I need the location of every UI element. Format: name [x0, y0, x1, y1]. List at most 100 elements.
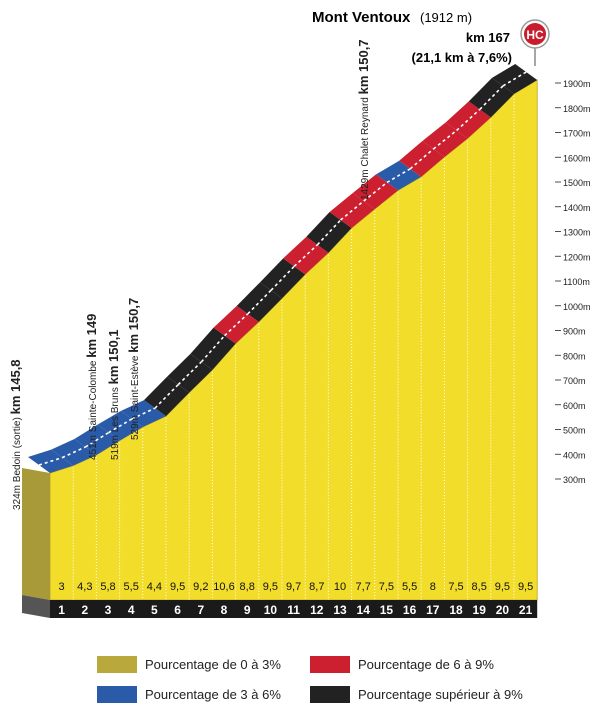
legend-swatch-over-9 — [310, 686, 350, 703]
km-label: 9 — [244, 603, 251, 617]
landmark-place: 324m Bedoin (sortie) km 145,8 — [8, 359, 23, 510]
landmark: 519m Les Bruns km 150,1 — [106, 329, 121, 460]
gradient-stripe — [236, 282, 282, 322]
chart-title: Mont Ventoux — [312, 9, 411, 26]
percentage-label: 9,5 — [170, 581, 185, 593]
landmark: 324m Bedoin (sortie) km 145,8 — [8, 359, 23, 510]
altitude-tick-label: 1700m — [563, 129, 591, 139]
landmark-km: km 149 — [84, 314, 99, 358]
km-band — [50, 600, 538, 618]
percentage-label: 8,7 — [309, 581, 324, 593]
legend-swatch-6-9 — [310, 656, 350, 673]
km-label: 18 — [449, 603, 463, 617]
percentage-label: 5,5 — [124, 581, 139, 593]
altitude-tick-label: 1200m — [563, 252, 591, 262]
km-label: 13 — [333, 603, 347, 617]
gradient-stripe — [144, 376, 190, 417]
percentage-label: 5,5 — [402, 581, 417, 593]
percentage-label: 7,5 — [379, 581, 394, 593]
percentage-label: 5,8 — [100, 581, 115, 593]
stripe-dash — [293, 244, 318, 267]
hc-badge-label: HC — [526, 28, 544, 42]
stripe-dash — [456, 108, 481, 132]
altitude-tick-label: 700m — [563, 376, 586, 386]
percentage-label: 8 — [430, 581, 436, 593]
summit-header: Mont Ventoux (1912 m) km 167 (21,1 km à … — [312, 9, 512, 65]
landmark-km: km 150,7 — [126, 298, 141, 353]
stripe-dash — [432, 129, 458, 150]
landmark-km: km 145,8 — [8, 359, 23, 414]
climb-summary: (21,1 km à 7,6%) — [412, 50, 512, 65]
percentage-labels: 3 4,3 5,8 5,5 4,4 9,5 9,2 10,6 8,8 9,5 9,7 8,7 10 7,7… — [59, 581, 534, 593]
altitude-tick-label: 1400m — [563, 203, 591, 213]
legend-label-6-9: Pourcentage de 6 à 9% — [358, 657, 494, 672]
altitude-tick-label: 1100m — [563, 277, 590, 287]
gradient-stripe — [283, 236, 329, 275]
stripe-dash — [502, 71, 527, 87]
climb-profile-chart: 3 4,3 5,8 5,5 4,4 9,5 9,2 10,6 8,8 9,5 9,7 8,7 10 7,7… — [8, 9, 591, 618]
hc-badge: HC — [520, 19, 550, 66]
legend-item-over-9: Pourcentage supérieur à 9% — [310, 686, 523, 703]
km-label: 3 — [105, 603, 112, 617]
stripe-dash — [108, 418, 133, 434]
altitude-tick-label: 800m — [563, 351, 586, 361]
altitude-tick-label: 600m — [563, 401, 586, 411]
km-label: 2 — [81, 603, 88, 617]
altitude-tick-label: 1000m — [563, 302, 591, 312]
landmark: 1429m Chalet Reynard km 150,7 — [356, 39, 371, 200]
km-band-side — [22, 595, 50, 618]
altitude-tick-label: 300m — [563, 475, 586, 485]
altitude-tick-label: 1900m — [563, 79, 591, 89]
altitude-tick-label: 1800m — [563, 104, 591, 114]
altitude-tick-label: 1300m — [563, 228, 591, 238]
percentage-label: 10 — [334, 581, 346, 593]
legend-label-over-9: Pourcentage supérieur à 9% — [358, 687, 523, 702]
km-label: 10 — [264, 603, 278, 617]
km-label: 20 — [496, 603, 510, 617]
stripe-dash — [131, 407, 156, 420]
altitude-tick-label: 500m — [563, 426, 586, 436]
km-label: 16 — [403, 603, 417, 617]
percentage-label: 9,5 — [263, 581, 278, 593]
km-label: 8 — [221, 603, 228, 617]
landmark-place: 1429m Chalet Reynard km 150,7 — [356, 39, 371, 200]
legend-swatch-0-3 — [97, 656, 137, 673]
km-label: 19 — [473, 603, 487, 617]
gradient-stripes — [28, 64, 538, 474]
landmark-km: km 150,1 — [106, 329, 121, 384]
landmark-place: 529m Saint-Estève km 150,7 — [126, 298, 141, 440]
percentage-label: 9,7 — [286, 581, 301, 593]
percentage-label: 7,7 — [356, 581, 371, 593]
km-dividers — [72, 95, 515, 600]
hc-badge-circle — [524, 23, 546, 45]
landmark: 529m Saint-Estève km 150,7 — [126, 298, 141, 440]
km-label: 4 — [128, 603, 135, 617]
km-label: 11 — [287, 603, 300, 617]
km-label: 1 — [58, 603, 65, 617]
km-label: 7 — [197, 603, 204, 617]
landmark-labels: 324m Bedoin (sortie) km 145,8 451m Sainte… — [8, 39, 371, 510]
legend-swatch-3-6 — [97, 686, 137, 703]
gradient-stripe — [167, 353, 213, 393]
altitude-axis: 300m 400m 500m 600m 700m 800m 900m 1000m 1100m 12… — [555, 79, 591, 485]
stripe-dash — [38, 456, 63, 466]
summit-altitude: (1912 m) — [420, 10, 472, 25]
km-label: 6 — [174, 603, 181, 617]
profile-base — [22, 595, 538, 618]
percentage-label: 7,5 — [448, 581, 463, 593]
percentage-label: 9,5 — [518, 581, 533, 593]
stripe-dash — [386, 168, 411, 184]
legend-item-6-9: Pourcentage de 6 à 9% — [310, 656, 494, 673]
km-label: 21 — [519, 603, 533, 617]
stripe-dash — [409, 148, 434, 170]
stripe-dash — [363, 181, 388, 202]
percentage-label: 10,6 — [213, 581, 234, 593]
legend: Pourcentage de 0 à 3% Pourcentage de 6 à… — [0, 648, 595, 707]
km-label: 12 — [310, 603, 324, 617]
landmark-place: 451m Sainte-Colombe km 149 — [84, 314, 99, 460]
km-label: 15 — [380, 603, 394, 617]
percentage-label: 3 — [59, 581, 65, 593]
stripe-dash — [340, 200, 365, 221]
legend-label-3-6: Pourcentage de 3 à 6% — [145, 687, 281, 702]
gradient-stripe — [468, 77, 514, 118]
